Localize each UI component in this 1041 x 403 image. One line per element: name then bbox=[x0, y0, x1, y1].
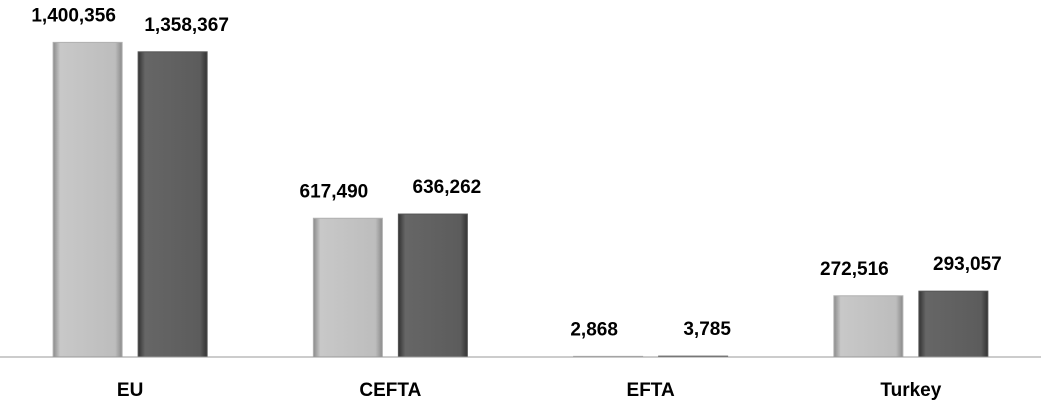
bar bbox=[397, 213, 468, 358]
x-tick-label: EFTA bbox=[627, 380, 675, 401]
x-tick-label: Turkey bbox=[880, 380, 941, 401]
data-label: 3,785 bbox=[683, 319, 731, 340]
bar bbox=[312, 217, 383, 358]
bar bbox=[918, 290, 989, 358]
data-label: 2,868 bbox=[570, 319, 618, 340]
bar bbox=[52, 41, 123, 358]
data-label: 272,516 bbox=[820, 259, 889, 280]
data-label: 293,057 bbox=[933, 254, 1002, 275]
bar bbox=[833, 295, 904, 358]
data-label: 617,490 bbox=[300, 181, 369, 202]
data-label: 1,400,356 bbox=[31, 5, 116, 26]
bar bbox=[137, 51, 208, 358]
x-tick-label: CEFTA bbox=[359, 380, 421, 401]
data-label: 1,358,367 bbox=[144, 15, 229, 36]
data-label: 636,262 bbox=[413, 177, 482, 198]
x-tick-label: EU bbox=[117, 380, 143, 401]
